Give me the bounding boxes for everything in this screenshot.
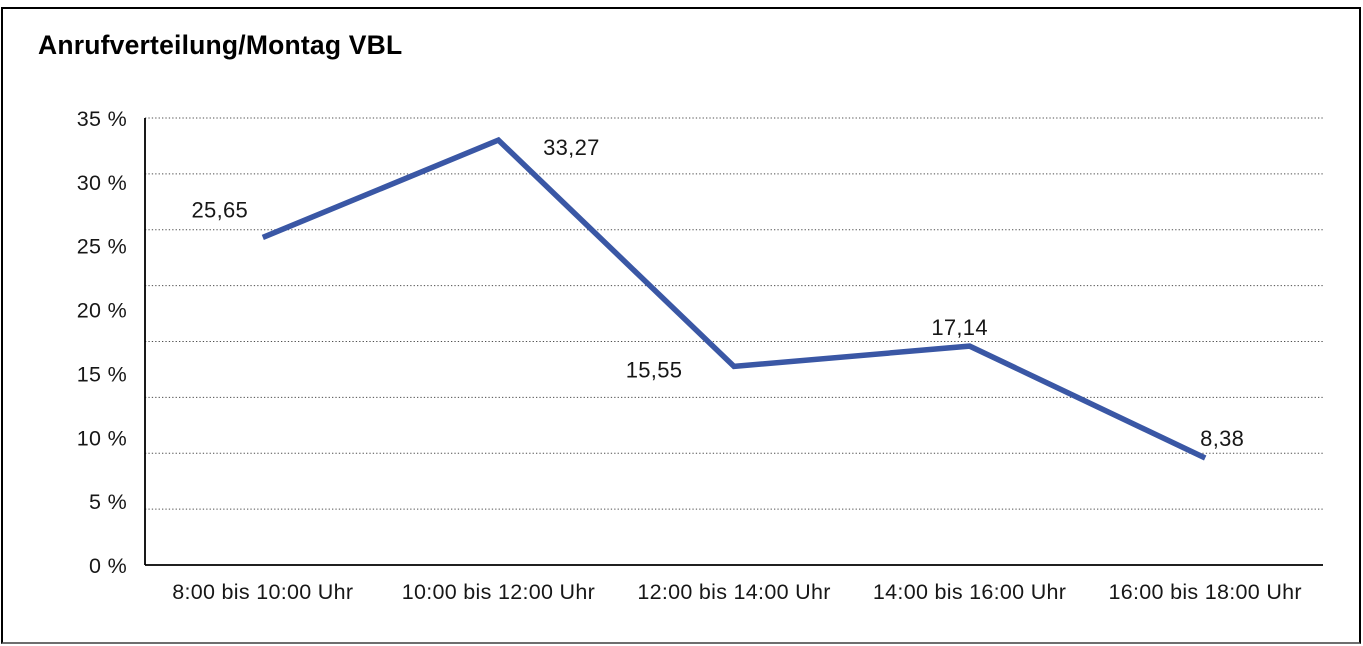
data-point-label: 8,38 [1200, 426, 1244, 451]
y-tick-label: 25 % [77, 235, 127, 259]
x-tick-label: 10:00 bis 12:00 Uhr [402, 580, 595, 604]
data-point-label: 17,14 [931, 315, 988, 340]
chart-title: Anrufverteilung/Montag VBL [38, 30, 403, 60]
data-point-label: 25,65 [192, 197, 249, 222]
y-tick-label: 35 % [77, 107, 127, 131]
x-tick-label: 8:00 bis 10:00 Uhr [172, 580, 353, 604]
x-tick-label: 14:00 bis 16:00 Uhr [873, 580, 1066, 604]
y-tick-label: 5 % [89, 490, 127, 514]
y-tick-label: 10 % [77, 426, 127, 450]
y-tick-label: 30 % [77, 171, 127, 195]
y-tick-label: 20 % [77, 299, 127, 323]
data-point-label: 33,27 [543, 135, 600, 160]
x-tick-label: 16:00 bis 18:00 Uhr [1109, 580, 1302, 604]
series-line [261, 136, 1207, 461]
data-point-label: 15,55 [626, 357, 683, 382]
y-tick-label: 0 % [89, 554, 127, 578]
y-tick-label: 15 % [77, 362, 127, 386]
x-tick-label: 12:00 bis 14:00 Uhr [637, 580, 830, 604]
